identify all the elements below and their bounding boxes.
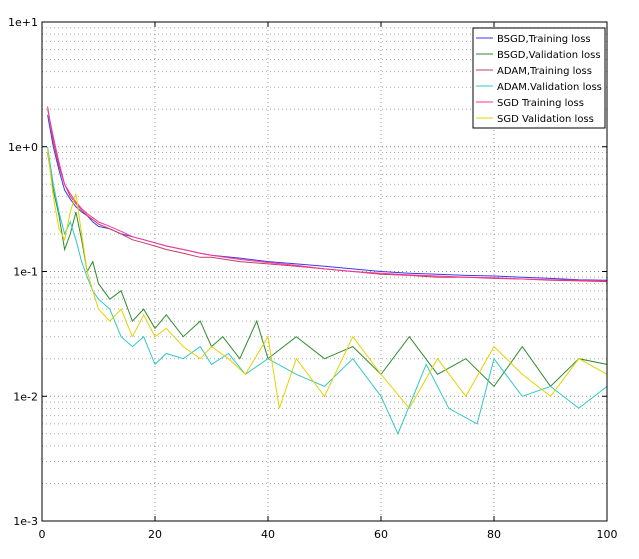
- y-tick-label: 1e-2: [13, 390, 38, 403]
- x-tick-label: 0: [39, 528, 46, 541]
- x-tick-label: 60: [374, 528, 388, 541]
- legend: BSGD,Training loss BSGD,Validation loss AD…: [472, 27, 606, 129]
- x-tick-label: 80: [487, 528, 501, 541]
- y-tick-label: 1e+0: [8, 141, 38, 154]
- series-line-6: [47, 149, 608, 410]
- legend-label: BSGD,Validation loss: [497, 50, 601, 61]
- legend-label: ADAM.Validation loss: [497, 82, 602, 93]
- x-tick-label: 20: [148, 528, 162, 541]
- legend-label: SGD Validation loss: [497, 114, 594, 125]
- y-tick-label: 1e+1: [8, 16, 38, 29]
- y-tick-label: 1e-3: [13, 515, 38, 528]
- legend-label: BSGD,Training loss: [497, 34, 591, 45]
- y-tick-label: 1e-1: [13, 266, 38, 279]
- ticks: 0 20 40 60 80 100 1e-3 1e-2 1e-1 1e+0 1e+1: [8, 16, 617, 541]
- x-tick-label: 100: [597, 528, 618, 541]
- legend-box: [472, 27, 606, 129]
- series-line-2: [47, 152, 608, 388]
- x-tick-label: 40: [261, 528, 275, 541]
- legend-label: ADAM,Training loss: [497, 66, 592, 77]
- series-line-4: [47, 146, 608, 436]
- series-group: [47, 106, 608, 436]
- legend-label: SGD Training loss: [497, 98, 584, 109]
